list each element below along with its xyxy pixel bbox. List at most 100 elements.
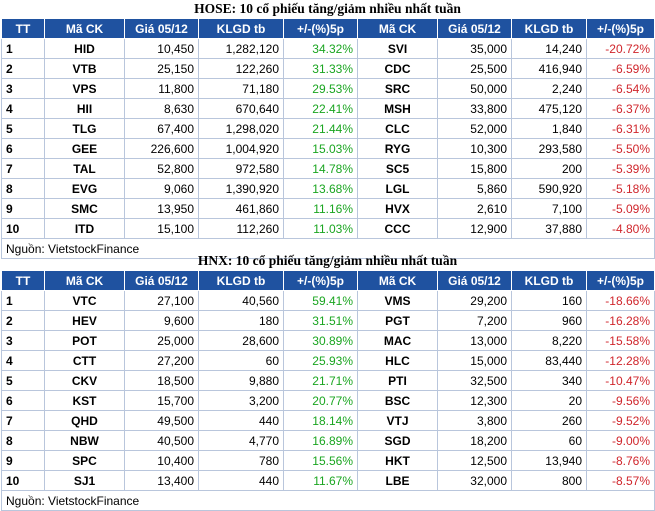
- loser-change: -8.76%: [586, 450, 655, 471]
- gainer-volume: 112,260: [198, 218, 284, 239]
- loser-symbol: HLC: [357, 350, 438, 371]
- gainer-change: 13.68%: [283, 178, 358, 199]
- loser-volume: 1,840: [511, 118, 587, 139]
- loser-price: 12,300: [437, 390, 512, 411]
- gainer-change: 25.93%: [283, 350, 358, 371]
- gainer-volume: 1,004,920: [198, 138, 284, 159]
- rank-cell: 6: [1, 138, 45, 159]
- loser-volume: 2,240: [511, 78, 587, 99]
- loser-symbol: VTJ: [357, 410, 438, 431]
- hnx-table: TT Mã CK Giá 05/12 KLGD tb +/-(%)5p Mã C…: [1, 270, 655, 511]
- header-up-volume: KLGD tb: [198, 270, 284, 291]
- gainer-price: 9,060: [124, 178, 199, 199]
- loser-price: 15,800: [437, 158, 512, 179]
- gainer-price: 40,500: [124, 430, 199, 451]
- loser-symbol: LGL: [357, 178, 438, 199]
- rank-cell: 9: [1, 198, 45, 219]
- gainer-symbol: TAL: [44, 158, 125, 179]
- rank-cell: 5: [1, 118, 45, 139]
- header-down-price: Giá 05/12: [437, 18, 512, 39]
- loser-change: -9.52%: [586, 410, 655, 431]
- gainer-change: 15.03%: [283, 138, 358, 159]
- gainer-symbol: VTC: [44, 290, 125, 311]
- loser-price: 32,000: [437, 470, 512, 491]
- loser-change: -6.54%: [586, 78, 655, 99]
- loser-symbol: VMS: [357, 290, 438, 311]
- loser-change: -9.56%: [586, 390, 655, 411]
- gainer-volume: 9,880: [198, 370, 284, 391]
- gainer-price: 25,150: [124, 58, 199, 79]
- gainer-change: 11.67%: [283, 470, 358, 491]
- loser-volume: 83,440: [511, 350, 587, 371]
- hose-title: HOSE: 10 cổ phiếu tăng/giảm nhiều nhất t…: [194, 1, 461, 16]
- loser-change: -16.28%: [586, 310, 655, 331]
- table-row: 7 QHD 49,500 440 18.14% VTJ 3,800 260 -9.52%: [1, 410, 655, 431]
- loser-price: 2,610: [437, 198, 512, 219]
- header-tt: TT: [1, 18, 45, 39]
- gainer-price: 52,800: [124, 158, 199, 179]
- gainer-volume: 180: [198, 310, 284, 331]
- loser-change: -15.58%: [586, 330, 655, 351]
- loser-volume: 160: [511, 290, 587, 311]
- rank-cell: 10: [1, 218, 45, 239]
- gainer-symbol: VPS: [44, 78, 125, 99]
- gainer-change: 34.32%: [283, 38, 358, 59]
- gainer-change: 30.89%: [283, 330, 358, 351]
- loser-volume: 340: [511, 370, 587, 391]
- gainer-price: 25,000: [124, 330, 199, 351]
- hose-source-row: Nguồn: VietstockFinance: [1, 238, 655, 259]
- gainer-price: 15,100: [124, 218, 199, 239]
- table-row: 2 VTB 25,150 122,260 31.33% CDC 25,500 416,940-…: [1, 58, 655, 79]
- gainer-change: 16.89%: [283, 430, 358, 451]
- loser-price: 10,300: [437, 138, 512, 159]
- gainer-symbol: QHD: [44, 410, 125, 431]
- gainer-symbol: SPC: [44, 450, 125, 471]
- gainer-price: 18,500: [124, 370, 199, 391]
- gainer-symbol: SJ1: [44, 470, 125, 491]
- loser-volume: 590,920: [511, 178, 587, 199]
- table-row: 9 SPC 10,400 780 15.56% HKT 12,500 13,940 -8.76%: [1, 450, 655, 471]
- loser-price: 35,000: [437, 38, 512, 59]
- gainer-volume: 1,298,020: [198, 118, 284, 139]
- rank-cell: 8: [1, 178, 45, 199]
- rank-cell: 10: [1, 470, 45, 491]
- loser-volume: 475,120: [511, 98, 587, 119]
- gainer-symbol: SMC: [44, 198, 125, 219]
- table-row: 8 NBW 40,500 4,770 16.89% SGD 18,200 60 -9.00%: [1, 430, 655, 451]
- gainer-price: 8,630: [124, 98, 199, 119]
- loser-change: -4.80%: [586, 218, 655, 239]
- header-up-change: +/-(%)5p: [283, 18, 358, 39]
- rank-cell: 4: [1, 98, 45, 119]
- loser-symbol: CLC: [357, 118, 438, 139]
- gainer-change: 59.41%: [283, 290, 358, 311]
- gainer-price: 9,600: [124, 310, 199, 331]
- gainer-change: 11.03%: [283, 218, 358, 239]
- loser-change: -20.72%: [586, 38, 655, 59]
- gainer-volume: 670,640: [198, 98, 284, 119]
- loser-price: 18,200: [437, 430, 512, 451]
- loser-symbol: RYG: [357, 138, 438, 159]
- rank-cell: 3: [1, 330, 45, 351]
- table-row: 4 HII 8,630 670,640 22.41% MSH 33,800 475,120 -6…: [1, 98, 655, 119]
- hose-header-row: TT Mã CK Giá 05/12 KLGD tb +/-(%)5p Mã C…: [1, 18, 655, 39]
- table-row: 9 SMC 13,950 461,860 11.16% HVX 2,610 7,100 -5.0…: [1, 198, 655, 219]
- loser-price: 12,500: [437, 450, 512, 471]
- hose-table: TT Mã CK Giá 05/12 KLGD tb +/-(%)5p Mã C…: [1, 18, 655, 259]
- gainer-price: 15,700: [124, 390, 199, 411]
- loser-volume: 293,580: [511, 138, 587, 159]
- loser-symbol: HVX: [357, 198, 438, 219]
- loser-price: 12,900: [437, 218, 512, 239]
- loser-volume: 37,880: [511, 218, 587, 239]
- rank-cell: 7: [1, 410, 45, 431]
- table-row: 10 SJ1 13,400 440 11.67% LBE 32,000 800 -8.57%: [1, 470, 655, 491]
- hose-source: Nguồn: VietstockFinance: [1, 238, 655, 259]
- gainer-price: 13,950: [124, 198, 199, 219]
- header-down-change: +/-(%)5p: [586, 270, 655, 291]
- gainer-change: 22.41%: [283, 98, 358, 119]
- loser-symbol: SGD: [357, 430, 438, 451]
- gainer-volume: 972,580: [198, 158, 284, 179]
- loser-price: 25,500: [437, 58, 512, 79]
- loser-change: -12.28%: [586, 350, 655, 371]
- gainer-volume: 461,860: [198, 198, 284, 219]
- loser-price: 50,000: [437, 78, 512, 99]
